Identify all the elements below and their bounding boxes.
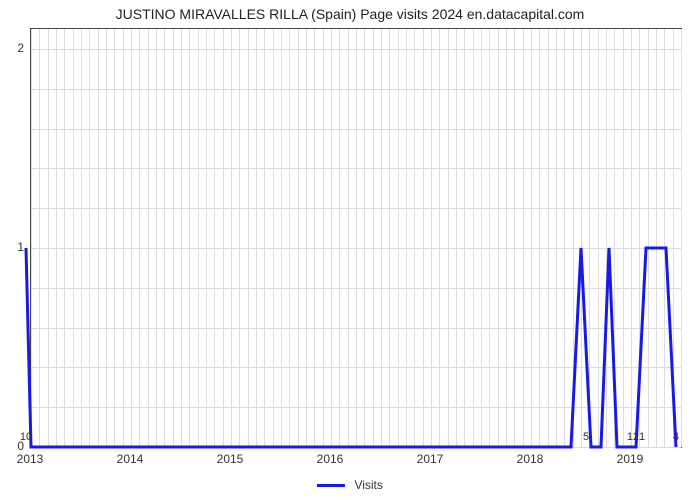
plot-area: 1051214: [30, 28, 682, 448]
xtick-label: 2015: [217, 452, 244, 466]
ytick-label: 2: [17, 41, 24, 55]
chart-title: JUSTINO MIRAVALLES RILLA (Spain) Page vi…: [0, 6, 700, 22]
ytick-label: 1: [17, 240, 24, 254]
legend-swatch: [317, 484, 345, 487]
line-series: [31, 29, 681, 447]
xtick-label: 2017: [417, 452, 444, 466]
legend-label: Visits: [354, 478, 382, 492]
ytick-label: 0: [17, 439, 24, 453]
xtick-label: 2014: [117, 452, 144, 466]
xtick-label: 2018: [517, 452, 544, 466]
legend: Visits: [0, 478, 700, 492]
xtick-label: 2016: [317, 452, 344, 466]
xtick-label: 2013: [17, 452, 44, 466]
xtick-label: 2019: [617, 452, 644, 466]
